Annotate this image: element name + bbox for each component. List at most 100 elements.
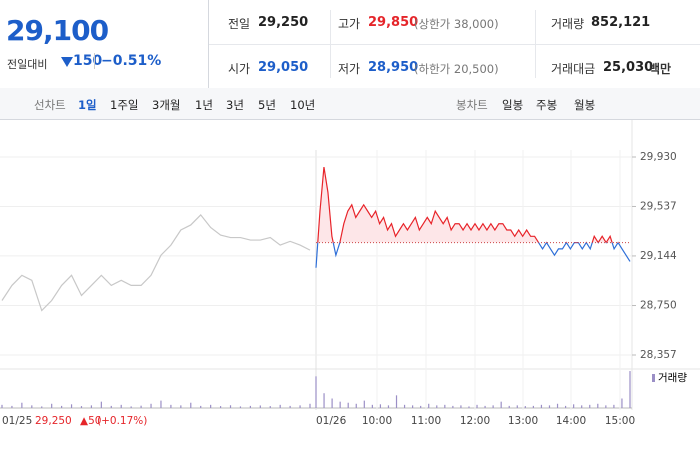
stat-unit: 백만 [649, 62, 672, 76]
volume-bar [160, 400, 162, 408]
volume-bar [21, 402, 23, 408]
volume-bar [150, 403, 152, 408]
chart: 거래량 29,250 ▲50 (+0.17%) 29,930 29,537 29,1… [0, 120, 700, 427]
volume-bar [259, 405, 261, 408]
volume-bar [516, 405, 518, 408]
volume-bar [403, 404, 406, 408]
tab[interactable]: 월봉 [574, 98, 596, 112]
stat-label: 시가 [228, 62, 251, 76]
volume-bar [100, 401, 102, 408]
footer-change-pct: (+0.17%) [97, 415, 147, 427]
stat-note: (하한가 20,500) [414, 62, 499, 76]
tab[interactable]: 5년 [258, 98, 276, 112]
volume-bar [279, 404, 281, 408]
volume-bar [170, 404, 172, 408]
stat-label: 고가 [338, 17, 361, 31]
y-tick-label: 29,537 [640, 200, 677, 212]
volume-bar [573, 404, 575, 408]
x-tick-label: 15:00 [605, 415, 635, 427]
volume-bar [355, 403, 357, 408]
x-tick-label: 01/26 [316, 415, 347, 427]
volume-bar [564, 405, 567, 408]
volume-bar [80, 406, 83, 408]
change-label: 전일대비 [7, 58, 48, 71]
volume-bar [420, 405, 422, 408]
volume-bar [249, 405, 251, 408]
volume-bar [460, 405, 462, 408]
volume-bar [508, 405, 510, 408]
volume-bar [395, 395, 398, 408]
volume-bar [219, 406, 222, 408]
stat-value: 852,121 [591, 15, 651, 30]
x-tick-label: 01/25 [2, 415, 32, 427]
volume-bar [239, 406, 242, 408]
volume-bar [120, 404, 122, 408]
y-tick-label: 29,930 [640, 151, 677, 163]
tab[interactable]: 주봉 [536, 98, 558, 112]
volume-bar [613, 404, 615, 408]
volume-bar [289, 405, 291, 408]
volume-bar [130, 406, 132, 408]
price: 29,100 [6, 14, 109, 47]
volume-bar [140, 405, 142, 408]
volume-bar [548, 405, 551, 408]
stat-value: 28,950 [368, 60, 419, 75]
volume-bar [309, 403, 311, 408]
tab[interactable]: 3년 [226, 98, 244, 112]
volume-bar [500, 401, 502, 408]
volume-bar [492, 405, 494, 408]
volume-bar [315, 376, 317, 408]
volume-bar [200, 405, 202, 408]
volume-bar [347, 402, 349, 408]
volume-bar [468, 406, 470, 408]
volume-bar [484, 405, 486, 408]
volume-bar [331, 398, 333, 408]
stat-label: 거래량 [551, 17, 585, 31]
tab[interactable]: 1주일 [110, 98, 139, 112]
price-line-up [317, 166, 619, 243]
tab[interactable]: 1년 [195, 98, 213, 112]
stat-note: (상한가 38,000) [414, 17, 499, 31]
volume-bar [323, 393, 325, 408]
volume-bar [436, 405, 438, 408]
stat-label: 저가 [338, 62, 361, 76]
divider [535, 10, 536, 78]
volume-bar [387, 405, 390, 408]
tab-group-label: 봉차트 [456, 98, 488, 112]
volume-bar [532, 405, 534, 408]
footer-price: 29,250 [35, 415, 72, 427]
volume-bar [379, 404, 382, 408]
volume-bar [476, 404, 478, 408]
stat-label: 전일 [228, 17, 251, 31]
divider [330, 10, 331, 78]
volume-bar [229, 405, 232, 408]
volume-bar [605, 405, 607, 408]
tab[interactable]: 3개월 [152, 98, 181, 112]
x-tick-label: 12:00 [460, 415, 490, 427]
tab[interactable]: 10년 [290, 98, 316, 112]
x-tick-label: 11:00 [411, 415, 441, 427]
volume-bar [41, 406, 43, 408]
volume-bar [524, 406, 526, 408]
tab-group-label: 선차트 [34, 98, 66, 112]
volume-bar [621, 398, 623, 408]
volume-bar [428, 403, 430, 408]
volume-bar [90, 405, 93, 408]
tab-bar [0, 88, 700, 120]
divider [208, 0, 209, 88]
x-tick-label: 10:00 [362, 415, 392, 427]
divider [209, 44, 700, 45]
volume-bar [61, 405, 63, 408]
volume-bar [11, 405, 13, 408]
footer-change: ▲50 [80, 415, 101, 427]
stat-value: 29,050 [258, 60, 309, 75]
stat-value: 25,030 [603, 60, 654, 75]
stat-label: 거래대금 [551, 62, 596, 76]
tab[interactable]: 1일 [78, 98, 97, 112]
volume-bar [597, 403, 599, 408]
legend-label: 거래량 [658, 372, 687, 384]
tab[interactable]: 일봉 [502, 98, 524, 112]
down-icon [61, 57, 73, 67]
price-area [316, 167, 630, 243]
